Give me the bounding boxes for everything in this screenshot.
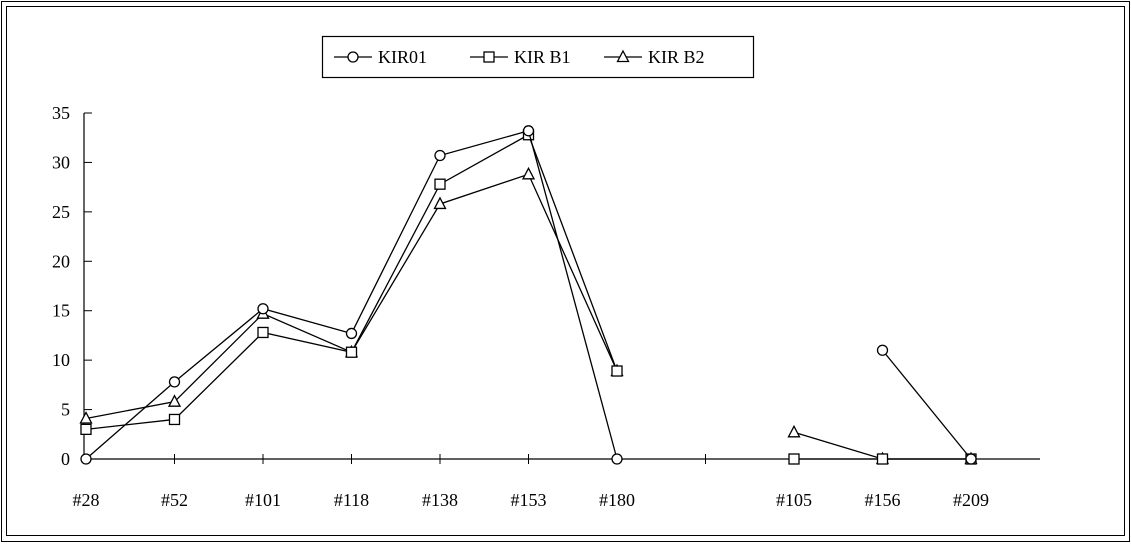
data-point [345, 327, 358, 340]
legend-label: KIR B2 [648, 47, 705, 67]
series-line [85, 173, 618, 420]
series-kir-b1 [80, 129, 977, 465]
axes: 0 5 10 15 20 25 30 35 #28 #52 #101 #118 #138 #153 #180… [52, 103, 1040, 510]
x-tick-label: #180 [599, 490, 635, 510]
data-point [611, 453, 623, 465]
legend: KIR01 KIR B1 KIR B2 [321, 35, 755, 79]
series-kir-b2 [79, 166, 978, 465]
data-point [434, 178, 446, 190]
legend-label: KIR01 [378, 47, 427, 67]
data-point [168, 413, 181, 426]
data-point [876, 453, 889, 465]
data-point [965, 453, 977, 465]
data-point [80, 423, 92, 435]
data-point [788, 453, 800, 465]
data-point [611, 365, 623, 377]
legend-label: KIR B1 [514, 47, 571, 67]
y-tick-label: 10 [52, 350, 70, 370]
series-kir01 [80, 125, 977, 465]
legend-item: KIR B1 [470, 47, 571, 67]
inner-border [6, 6, 1125, 536]
y-tick-label: 35 [52, 103, 70, 123]
legend-marker [483, 51, 495, 63]
y-tick-label: 25 [52, 202, 70, 222]
y-tick-label: 0 [61, 449, 70, 469]
y-tick-label: 30 [52, 152, 70, 172]
legend-box [321, 35, 755, 79]
series-line [881, 349, 972, 460]
data-point [787, 424, 801, 438]
data-point [433, 196, 447, 210]
data-point [167, 394, 182, 407]
data-point [521, 166, 536, 180]
x-tick-label: #118 [334, 490, 369, 510]
legend-marker [616, 49, 630, 63]
x-tick-label: #156 [865, 490, 901, 510]
y-tick-label: 5 [61, 400, 70, 420]
x-tick-label: #209 [953, 490, 989, 510]
data-point [434, 149, 446, 162]
data-point [257, 303, 269, 315]
data-point [345, 346, 358, 358]
series-line [85, 133, 618, 430]
x-tick-label: #138 [422, 490, 458, 510]
legend-item: KIR B2 [604, 47, 705, 67]
x-tick-label: #153 [511, 490, 547, 510]
x-tick-label: #28 [73, 490, 100, 510]
data-point [168, 376, 181, 388]
data-point [522, 125, 535, 137]
data-point [257, 326, 269, 339]
series-layer [79, 125, 978, 465]
x-tick-label: #101 [245, 490, 281, 510]
y-tick-label: 20 [52, 251, 70, 271]
y-tick-label: 15 [52, 301, 70, 321]
data-point [80, 453, 92, 465]
x-tick-label: #105 [776, 490, 812, 510]
series-line [85, 129, 618, 460]
legend-item: KIR01 [334, 47, 427, 67]
legend-marker [347, 51, 359, 63]
data-point [876, 344, 889, 356]
data-point [79, 411, 93, 424]
x-tick-label: #52 [161, 490, 188, 510]
